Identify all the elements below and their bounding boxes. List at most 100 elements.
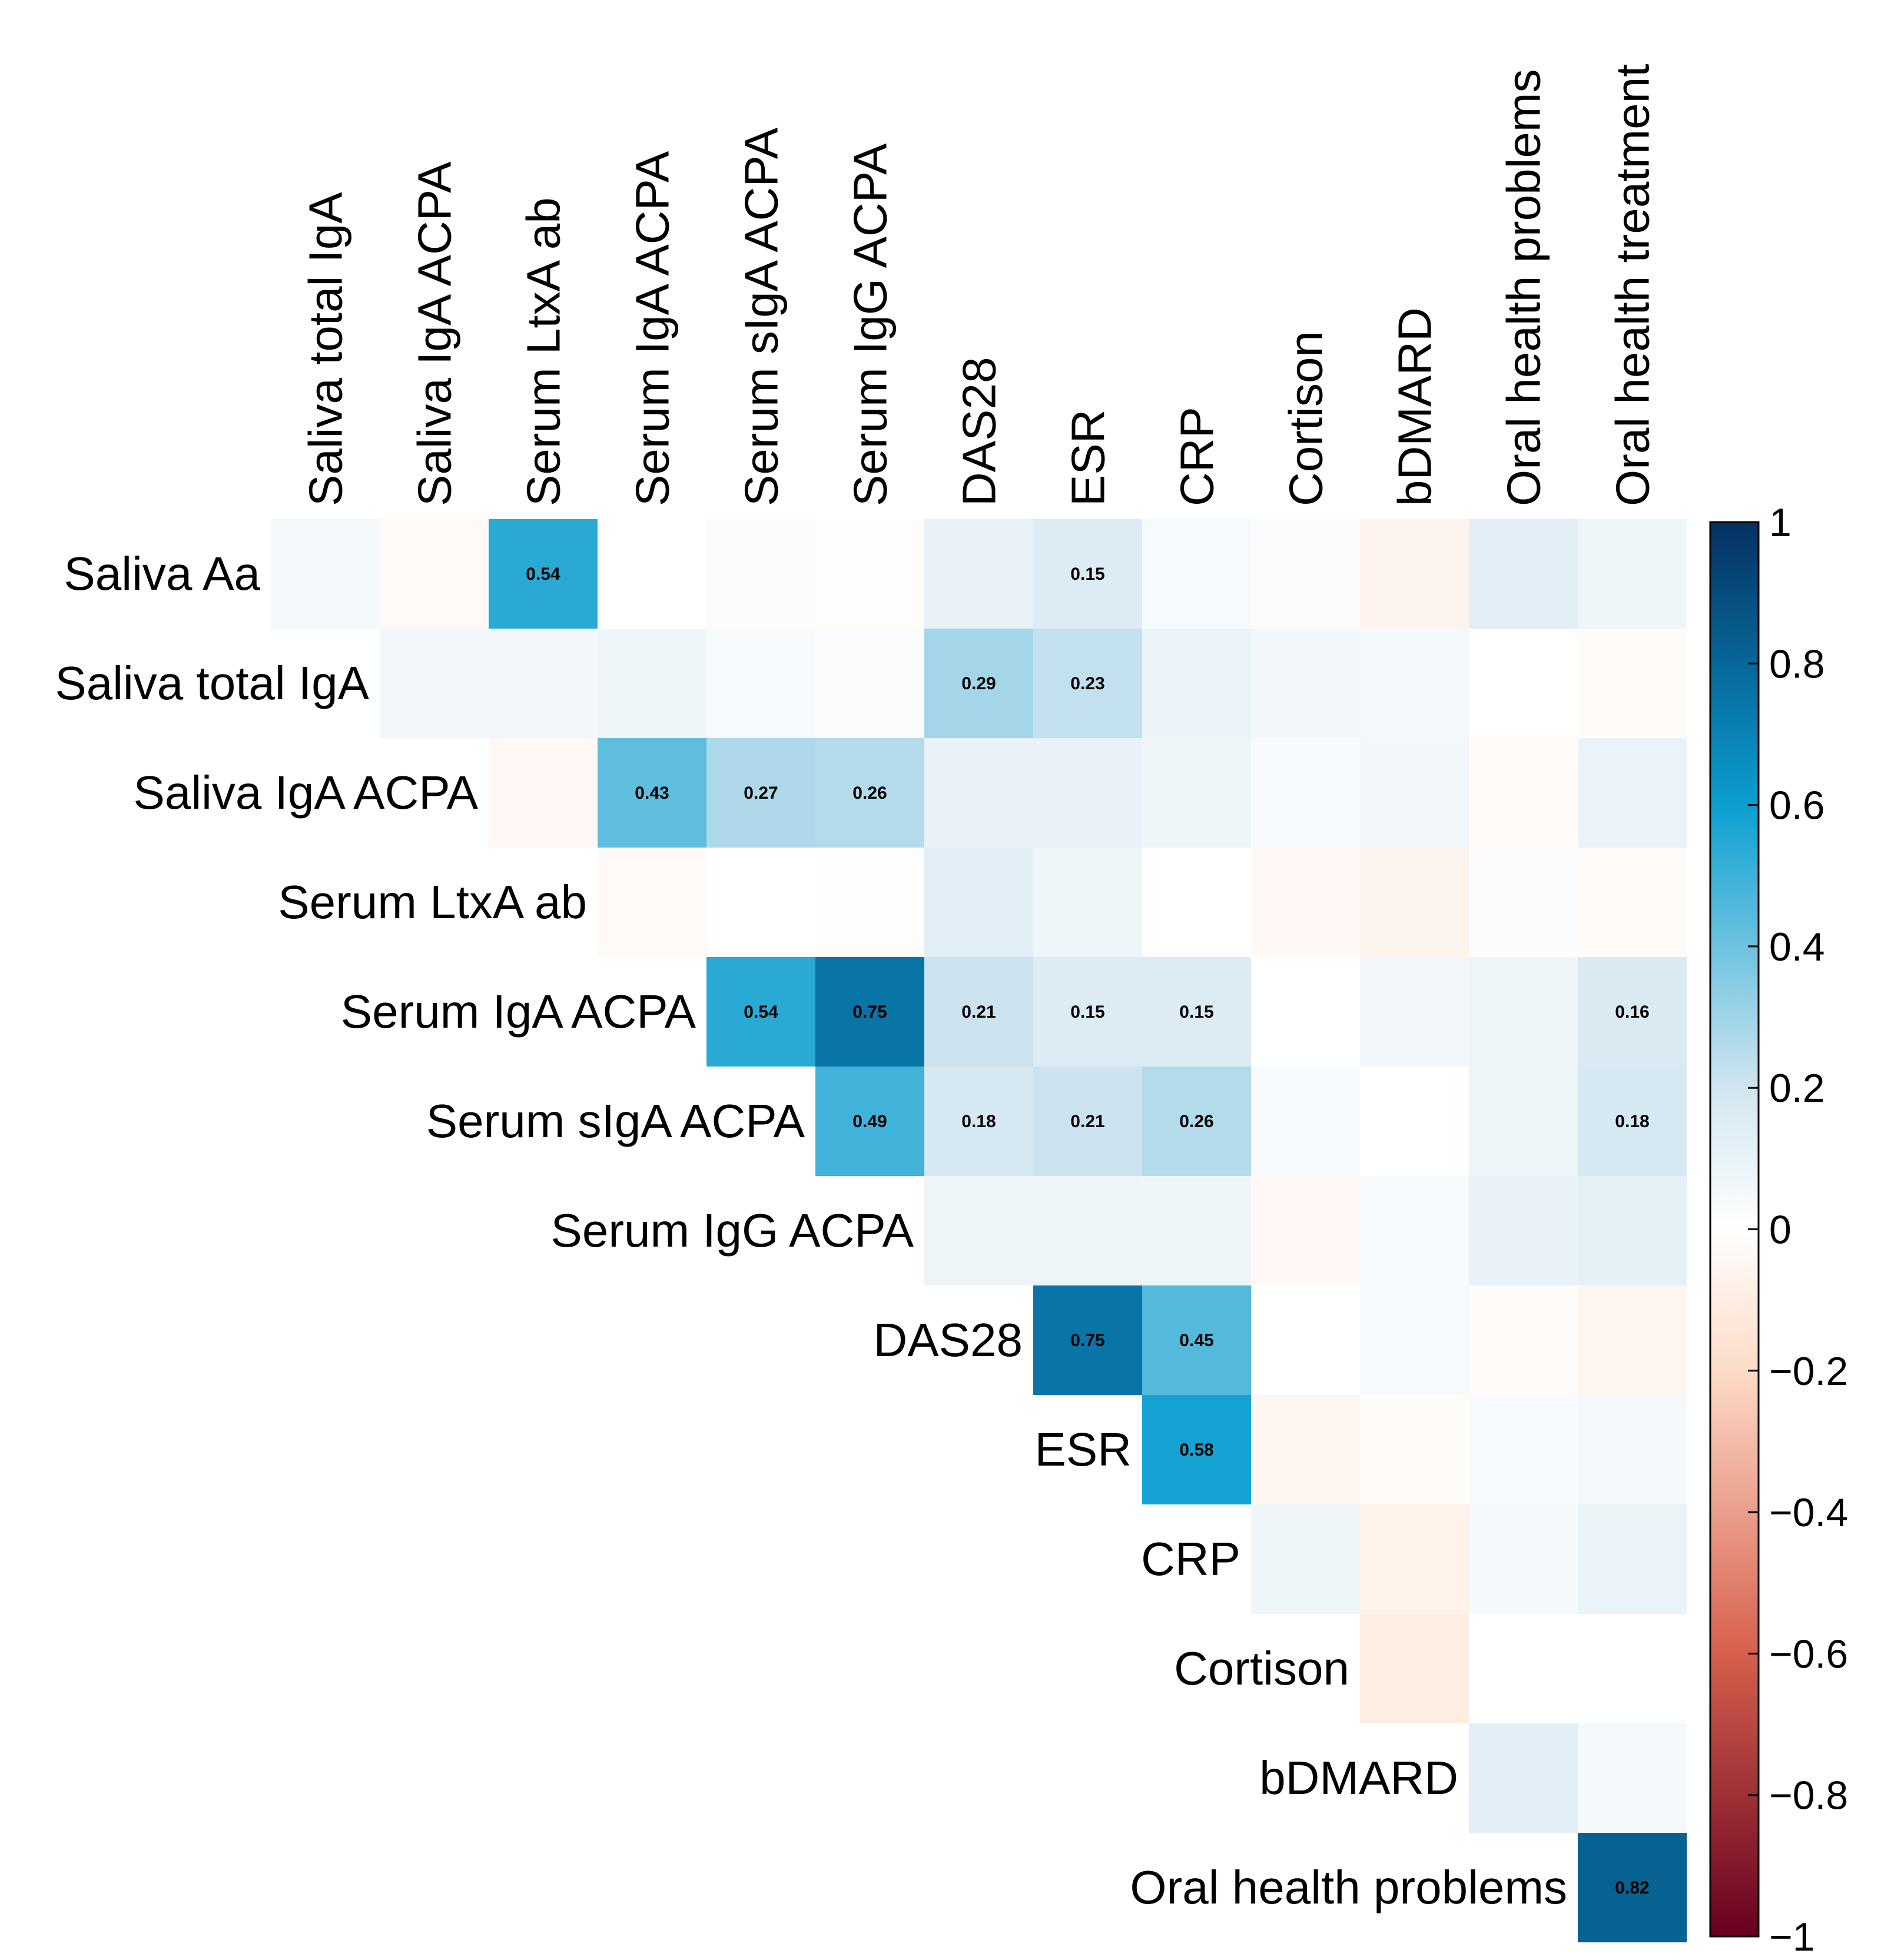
heatmap-cell [1360,1504,1469,1614]
heatmap-cell [1578,1395,1687,1504]
cell-value-label: 0.26 [1179,1112,1213,1131]
heatmap-cell [1360,1395,1469,1504]
heatmap-cell [1578,1614,1687,1723]
heatmap-cell [1469,1285,1578,1395]
column-label: Serum IgA ACPA [626,151,679,506]
heatmap-cell [1469,1504,1578,1614]
row-label: DAS28 [874,1314,1023,1366]
heatmap-cell [489,629,598,738]
heatmap-cell [1251,1395,1360,1504]
heatmap-cell [706,848,815,957]
cell-value-label: 0.15 [1070,1002,1104,1022]
colorbar-tick-label: −0.4 [1769,1490,1848,1535]
column-label: Serum LtxA ab [517,197,570,506]
heatmap-cell [1578,1176,1687,1285]
heatmap-cell [1033,629,1142,738]
heatmap-cell [1469,848,1578,957]
row-label: ESR [1035,1423,1132,1476]
heatmap-cell [1469,1614,1578,1723]
column-label: Oral health treatment [1607,64,1659,506]
column-label: Oral health problems [1498,69,1550,506]
heatmap-cell [1033,738,1142,848]
colorbar-tick-label: 0.6 [1769,783,1825,828]
heatmap-cell [815,519,924,629]
heatmap-cell [1578,738,1687,848]
heatmap-cell [1360,738,1469,848]
heatmap-cell [1251,1176,1360,1285]
heatmap-cell [1251,957,1360,1067]
heatmap-cell [489,519,598,629]
heatmap-cell [1033,519,1142,629]
row-label: Saliva IgA ACPA [133,766,478,819]
cell-value-label: 0.15 [1070,564,1104,584]
cell-value-label: 0.45 [1179,1331,1213,1350]
column-label: Serum sIgA ACPA [735,127,788,506]
heatmap-cell [598,519,706,629]
heatmap-cell [1578,1833,1687,1942]
heatmap-cell [598,738,706,848]
heatmap-cell [924,957,1033,1067]
colorbar-tick-label: −1 [1769,1915,1815,1959]
heatmap-cell [815,957,924,1067]
row-label: Serum sIgA ACPA [426,1095,805,1147]
heatmap-cell [1033,957,1142,1067]
column-label: CRP [1171,407,1223,506]
cell-value-label: 0.18 [1615,1112,1649,1131]
heatmap-cell [1360,957,1469,1067]
colorbar-tick-label: 0.4 [1769,925,1825,969]
row-label: Saliva total IgA [55,657,369,709]
row-label: Serum IgG ACPA [550,1204,914,1257]
row-label: CRP [1141,1533,1240,1585]
heatmap-cell [1360,1067,1469,1176]
colorbar-tick-label: −0.2 [1769,1349,1848,1394]
heatmap-cell [1142,519,1251,629]
heatmap-cell [1033,1285,1142,1395]
cell-value-label: 0.15 [1179,1002,1213,1022]
column-label: ESR [1062,410,1114,507]
heatmap-cell [1469,1176,1578,1285]
cell-value-label: 0.27 [744,783,778,803]
heatmap-cell [1142,629,1251,738]
row-label: Serum IgA ACPA [341,985,696,1038]
heatmap-cell [1142,1067,1251,1176]
cell-value-label: 0.54 [744,1002,778,1022]
heatmap-cell [1578,1285,1687,1395]
heatmap-cell [1469,738,1578,848]
cell-value-label: 0.54 [526,564,560,584]
heatmap-cell [815,629,924,738]
heatmap-cell [1142,1285,1251,1395]
heatmap-cell [1578,848,1687,957]
heatmap-cell [1469,1067,1578,1176]
cell-value-label: 0.43 [635,783,669,803]
heatmap-cell [815,1067,924,1176]
colorbar-tick-label: 1 [1769,500,1792,545]
heatmap-cell [924,738,1033,848]
column-label: Cortison [1280,331,1332,506]
heatmap-cell [1578,519,1687,629]
colorbar-tick-label: 0.2 [1769,1066,1825,1111]
heatmap-cell [1142,738,1251,848]
column-label: Saliva total IgA [300,192,352,506]
heatmap-cell [380,629,489,738]
column-label: bDMARD [1389,307,1441,506]
colorbar-tick-label: −0.8 [1769,1773,1848,1818]
colorbar-tick-label: 0 [1769,1208,1792,1253]
heatmap-cell [706,519,815,629]
cell-value-label: 0.18 [961,1112,996,1131]
heatmap-cell [815,848,924,957]
cell-value-label: 0.82 [1615,1878,1649,1898]
heatmap-cell [924,1067,1033,1176]
heatmap-cell [1578,1723,1687,1833]
row-label: Serum LtxA ab [278,876,587,928]
cell-value-label: 0.21 [961,1002,996,1022]
heatmap-cell [1142,957,1251,1067]
cell-value-label: 0.16 [1615,1002,1649,1022]
row-label: Cortison [1174,1642,1349,1695]
heatmap-cell [1360,848,1469,957]
colorbar-tick-label: 0.8 [1769,642,1825,686]
heatmap-cell [1142,1395,1251,1504]
heatmap-cell [271,519,380,629]
heatmap-cell [1360,1285,1469,1395]
heatmap-cell [1142,848,1251,957]
